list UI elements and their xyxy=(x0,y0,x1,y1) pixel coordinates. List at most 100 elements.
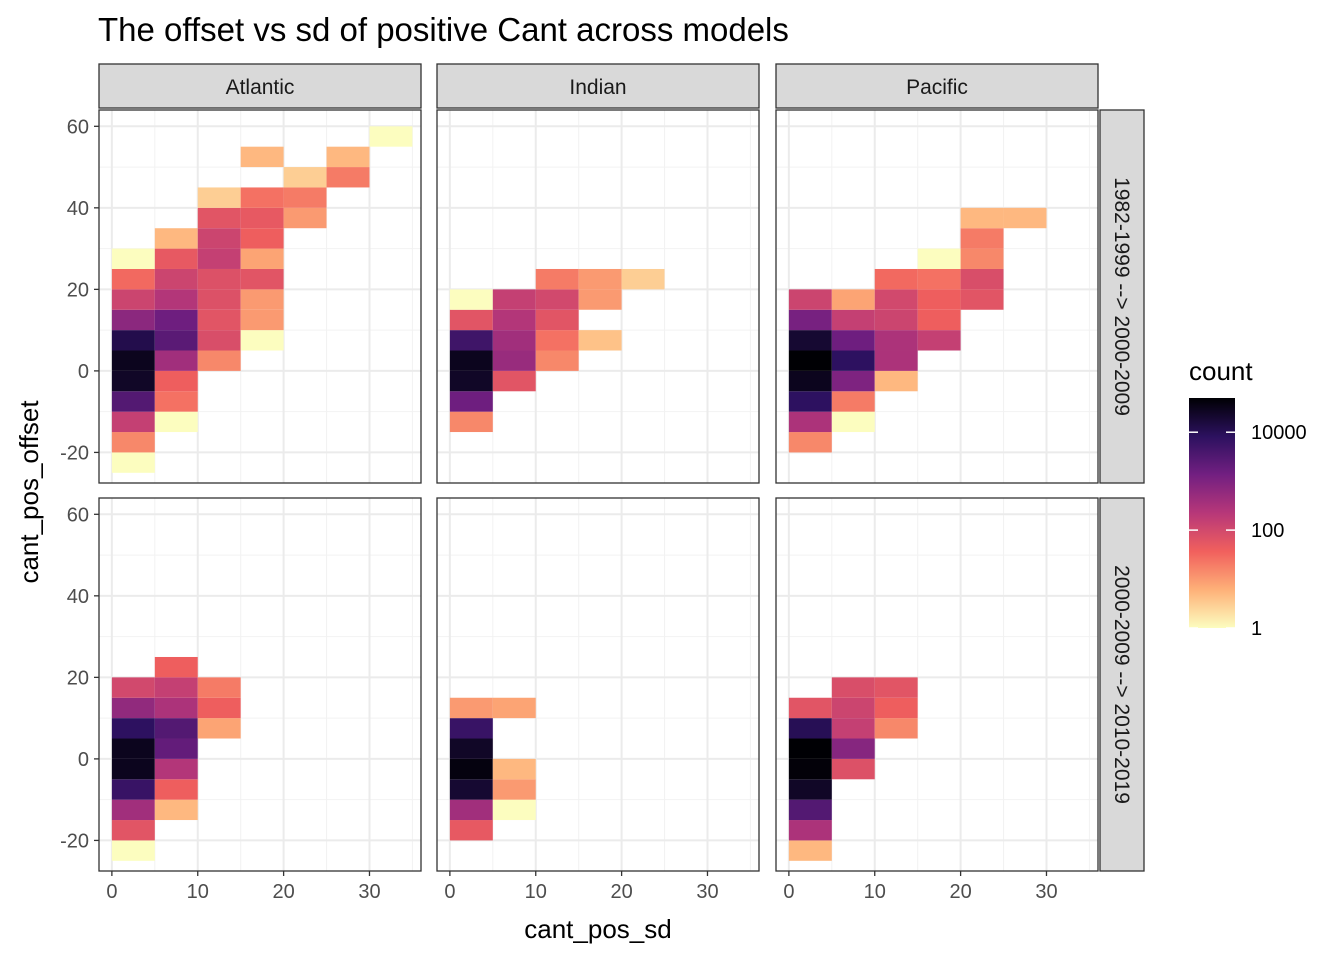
heatmap-tile xyxy=(788,411,832,433)
x-tick-label: 30 xyxy=(1035,881,1057,903)
heatmap-tile xyxy=(154,411,198,433)
heatmap-tile xyxy=(831,330,875,351)
heatmap-tile xyxy=(831,411,875,433)
heatmap-tile xyxy=(240,309,284,331)
heatmap-tile xyxy=(240,228,284,249)
heatmap-tile xyxy=(449,411,493,433)
heatmap-tile xyxy=(578,268,622,290)
heatmap-tile xyxy=(874,350,918,371)
heatmap-tile xyxy=(111,738,155,759)
facet-strip-label: Indian xyxy=(569,76,626,99)
heatmap-tile xyxy=(154,779,198,800)
heatmap-tile xyxy=(874,330,918,351)
heatmap-tile xyxy=(788,799,832,821)
y-tick-label: 60 xyxy=(67,504,89,526)
heatmap-tile xyxy=(917,330,961,351)
x-tick-label: 20 xyxy=(949,881,971,903)
heatmap-tile xyxy=(578,330,622,351)
heatmap-tile xyxy=(874,268,918,290)
heatmap-tile xyxy=(111,799,155,821)
y-tick-label: 20 xyxy=(67,279,89,301)
heatmap-tile xyxy=(111,391,155,412)
x-tick-label: 30 xyxy=(358,881,380,903)
heatmap-tile xyxy=(960,289,1004,310)
legend-ticks: 1 100 10000 xyxy=(1189,422,1307,640)
heatmap-tile xyxy=(788,738,832,759)
y-tick-label: 40 xyxy=(67,586,89,608)
heatmap-tile xyxy=(788,758,832,780)
heatmap-tile xyxy=(154,718,198,739)
heatmap-tile xyxy=(1003,207,1047,229)
heatmap-tile xyxy=(154,677,198,698)
heatmap-tile xyxy=(240,248,284,269)
heatmap-tile xyxy=(197,289,241,310)
heatmap-tile xyxy=(492,799,536,821)
heatmap-tile xyxy=(449,738,493,759)
heatmap-tile xyxy=(535,289,579,310)
x-tick-label: 0 xyxy=(783,881,794,903)
heatmap-tile xyxy=(492,330,536,351)
heatmap-tile xyxy=(788,289,832,310)
heatmap-tile xyxy=(111,697,155,719)
heatmap-tile xyxy=(492,779,536,800)
heatmap-tile xyxy=(369,126,413,147)
heatmap-tile xyxy=(111,411,155,433)
x-tick-label: 10 xyxy=(525,881,547,903)
heatmap-tile xyxy=(535,350,579,371)
facet-strip-indian: Indian xyxy=(436,63,760,109)
heatmap-tile xyxy=(197,330,241,351)
heatmap-tile xyxy=(111,370,155,392)
heatmap-tile xyxy=(197,697,241,719)
heatmap-tile xyxy=(154,370,198,392)
heatmap-tile xyxy=(492,309,536,331)
heatmap-tile xyxy=(111,779,155,800)
facet-strip-atlantic: Atlantic xyxy=(98,63,422,109)
panel-pacific-2 xyxy=(775,497,1099,872)
heatmap-tile xyxy=(449,391,493,412)
heatmap-tile xyxy=(831,758,875,780)
x-axis-label: cant_pos_sd xyxy=(524,914,671,944)
heatmap-tile xyxy=(154,248,198,269)
heatmap-tile xyxy=(111,452,155,473)
heatmap-tile xyxy=(917,268,961,290)
heatmap-tile xyxy=(449,779,493,800)
heatmap-tile xyxy=(788,330,832,351)
x-tick-label: 20 xyxy=(272,881,294,903)
heatmap-tile xyxy=(874,718,918,739)
heatmap-tile xyxy=(111,677,155,698)
heatmap-tile xyxy=(492,697,536,719)
heatmap-tile xyxy=(197,350,241,371)
heatmap-tile xyxy=(326,167,370,188)
heatmap-tile xyxy=(917,309,961,331)
heatmap-tile xyxy=(197,248,241,269)
heatmap-tile xyxy=(788,391,832,412)
heatmap-tile xyxy=(449,350,493,371)
heatmap-tile xyxy=(449,289,493,310)
x-tick-label: 30 xyxy=(696,881,718,903)
heatmap-tile xyxy=(960,268,1004,290)
heatmap-tile xyxy=(788,840,832,861)
heatmap-tile xyxy=(111,330,155,351)
heatmap-tile xyxy=(197,268,241,290)
color-legend: count 1 100 10000 xyxy=(1189,356,1307,640)
axes-layer: -20 0 20 40 60 -20 0 20 40 60 0 10 20 30 0 10 20 30 0 10 20 3… xyxy=(60,116,1058,903)
heatmap-tile xyxy=(154,738,198,759)
heatmap-tile xyxy=(917,289,961,310)
heatmap-tile xyxy=(788,779,832,800)
heatmap-tile xyxy=(154,758,198,780)
heatmap-tile xyxy=(154,391,198,412)
heatmap-tile xyxy=(449,758,493,780)
row-strip-2: 2000-2009 --> 2010-2019 xyxy=(1099,497,1145,872)
heatmap-tile xyxy=(874,697,918,719)
heatmap-tile xyxy=(154,799,198,821)
heatmap-tile xyxy=(154,330,198,351)
heatmap-tile xyxy=(197,207,241,229)
heatmap-tile xyxy=(240,207,284,229)
row-strip-1: 1982-1999 --> 2000-2009 xyxy=(1099,109,1145,484)
panel-pacific-1 xyxy=(775,109,1099,484)
heatmap-tile xyxy=(111,268,155,290)
heatmap-tile xyxy=(111,309,155,331)
y-tick-label: -20 xyxy=(60,442,89,464)
heatmap-tile xyxy=(874,677,918,698)
heatmap-tile xyxy=(578,289,622,310)
